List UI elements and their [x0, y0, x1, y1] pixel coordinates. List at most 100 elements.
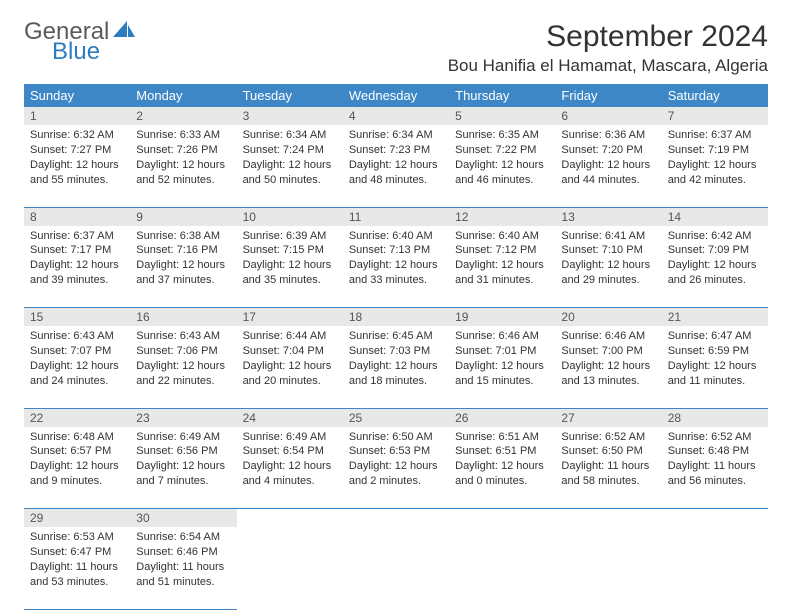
daylight-text: Daylight: 12 hours and 39 minutes.: [30, 258, 124, 288]
day-content: Sunrise: 6:54 AMSunset: 6:46 PMDaylight:…: [130, 527, 236, 595]
day-content: Sunrise: 6:52 AMSunset: 6:50 PMDaylight:…: [555, 427, 661, 495]
day-content-row: Sunrise: 6:48 AMSunset: 6:57 PMDaylight:…: [24, 427, 768, 509]
day-cell: Sunrise: 6:53 AMSunset: 6:47 PMDaylight:…: [24, 527, 130, 609]
sunset-text: Sunset: 7:00 PM: [561, 344, 655, 359]
day-content: Sunrise: 6:44 AMSunset: 7:04 PMDaylight:…: [237, 326, 343, 394]
day-content-row: Sunrise: 6:37 AMSunset: 7:17 PMDaylight:…: [24, 226, 768, 308]
sunset-text: Sunset: 7:20 PM: [561, 143, 655, 158]
day-content: Sunrise: 6:37 AMSunset: 7:17 PMDaylight:…: [24, 226, 130, 294]
location-subtitle: Bou Hanifia el Hamamat, Mascara, Algeria: [448, 56, 768, 76]
weekday-header: Sunday: [24, 84, 130, 107]
sunrise-text: Sunrise: 6:43 AM: [30, 329, 124, 344]
day-content: Sunrise: 6:34 AMSunset: 7:24 PMDaylight:…: [237, 125, 343, 193]
sunrise-text: Sunrise: 6:35 AM: [455, 128, 549, 143]
daylight-text: Daylight: 12 hours and 42 minutes.: [668, 158, 762, 188]
day-cell: Sunrise: 6:43 AMSunset: 7:07 PMDaylight:…: [24, 326, 130, 408]
month-title: September 2024: [448, 20, 768, 54]
day-content: Sunrise: 6:51 AMSunset: 6:51 PMDaylight:…: [449, 427, 555, 495]
day-cell: [449, 527, 555, 609]
day-cell: [662, 527, 768, 609]
sunrise-text: Sunrise: 6:44 AM: [243, 329, 337, 344]
day-number-cell: 3: [237, 107, 343, 125]
sunrise-text: Sunrise: 6:38 AM: [136, 229, 230, 244]
day-number-cell: 24: [237, 408, 343, 427]
sunrise-text: Sunrise: 6:47 AM: [668, 329, 762, 344]
sunset-text: Sunset: 7:13 PM: [349, 243, 443, 258]
sunrise-text: Sunrise: 6:34 AM: [349, 128, 443, 143]
sunset-text: Sunset: 7:26 PM: [136, 143, 230, 158]
day-number-row: 15161718192021: [24, 308, 768, 327]
day-content: Sunrise: 6:52 AMSunset: 6:48 PMDaylight:…: [662, 427, 768, 495]
sunset-text: Sunset: 7:15 PM: [243, 243, 337, 258]
day-content: Sunrise: 6:43 AMSunset: 7:06 PMDaylight:…: [130, 326, 236, 394]
daylight-text: Daylight: 11 hours and 51 minutes.: [136, 560, 230, 590]
sunset-text: Sunset: 7:16 PM: [136, 243, 230, 258]
day-cell: [343, 527, 449, 609]
day-number-row: 891011121314: [24, 207, 768, 226]
day-cell: Sunrise: 6:52 AMSunset: 6:48 PMDaylight:…: [662, 427, 768, 509]
sunset-text: Sunset: 6:51 PM: [455, 444, 549, 459]
calendar-body: 1234567Sunrise: 6:32 AMSunset: 7:27 PMDa…: [24, 107, 768, 609]
day-cell: Sunrise: 6:34 AMSunset: 7:24 PMDaylight:…: [237, 125, 343, 207]
day-cell: Sunrise: 6:51 AMSunset: 6:51 PMDaylight:…: [449, 427, 555, 509]
day-number-cell: 21: [662, 308, 768, 327]
sunset-text: Sunset: 6:54 PM: [243, 444, 337, 459]
day-number-cell: [662, 509, 768, 528]
day-cell: Sunrise: 6:49 AMSunset: 6:54 PMDaylight:…: [237, 427, 343, 509]
weekday-header: Tuesday: [237, 84, 343, 107]
sunset-text: Sunset: 6:57 PM: [30, 444, 124, 459]
page-header: General Blue September 2024 Bou Hanifia …: [24, 20, 768, 76]
sunset-text: Sunset: 6:56 PM: [136, 444, 230, 459]
day-number-cell: 20: [555, 308, 661, 327]
day-content: Sunrise: 6:50 AMSunset: 6:53 PMDaylight:…: [343, 427, 449, 495]
sunrise-text: Sunrise: 6:36 AM: [561, 128, 655, 143]
sunrise-text: Sunrise: 6:40 AM: [349, 229, 443, 244]
day-number-cell: 27: [555, 408, 661, 427]
day-number-cell: 12: [449, 207, 555, 226]
sunset-text: Sunset: 7:04 PM: [243, 344, 337, 359]
day-content: Sunrise: 6:33 AMSunset: 7:26 PMDaylight:…: [130, 125, 236, 193]
day-content: Sunrise: 6:37 AMSunset: 7:19 PMDaylight:…: [662, 125, 768, 193]
sunrise-text: Sunrise: 6:50 AM: [349, 430, 443, 445]
day-cell: Sunrise: 6:52 AMSunset: 6:50 PMDaylight:…: [555, 427, 661, 509]
sunset-text: Sunset: 6:48 PM: [668, 444, 762, 459]
day-content: Sunrise: 6:38 AMSunset: 7:16 PMDaylight:…: [130, 226, 236, 294]
weekday-header: Thursday: [449, 84, 555, 107]
sunset-text: Sunset: 6:53 PM: [349, 444, 443, 459]
sunrise-text: Sunrise: 6:51 AM: [455, 430, 549, 445]
day-content-row: Sunrise: 6:32 AMSunset: 7:27 PMDaylight:…: [24, 125, 768, 207]
day-content: Sunrise: 6:53 AMSunset: 6:47 PMDaylight:…: [24, 527, 130, 595]
daylight-text: Daylight: 12 hours and 44 minutes.: [561, 158, 655, 188]
day-cell: Sunrise: 6:50 AMSunset: 6:53 PMDaylight:…: [343, 427, 449, 509]
sunrise-text: Sunrise: 6:37 AM: [30, 229, 124, 244]
day-cell: Sunrise: 6:54 AMSunset: 6:46 PMDaylight:…: [130, 527, 236, 609]
day-number-cell: 17: [237, 308, 343, 327]
day-content: Sunrise: 6:36 AMSunset: 7:20 PMDaylight:…: [555, 125, 661, 193]
daylight-text: Daylight: 11 hours and 53 minutes.: [30, 560, 124, 590]
daylight-text: Daylight: 12 hours and 18 minutes.: [349, 359, 443, 389]
day-number-cell: 5: [449, 107, 555, 125]
day-cell: Sunrise: 6:47 AMSunset: 6:59 PMDaylight:…: [662, 326, 768, 408]
weekday-header-row: SundayMondayTuesdayWednesdayThursdayFrid…: [24, 84, 768, 107]
daylight-text: Daylight: 12 hours and 24 minutes.: [30, 359, 124, 389]
day-number-cell: 8: [24, 207, 130, 226]
sunrise-text: Sunrise: 6:41 AM: [561, 229, 655, 244]
day-cell: Sunrise: 6:40 AMSunset: 7:13 PMDaylight:…: [343, 226, 449, 308]
day-content: Sunrise: 6:39 AMSunset: 7:15 PMDaylight:…: [237, 226, 343, 294]
day-cell: Sunrise: 6:45 AMSunset: 7:03 PMDaylight:…: [343, 326, 449, 408]
daylight-text: Daylight: 12 hours and 22 minutes.: [136, 359, 230, 389]
day-cell: Sunrise: 6:41 AMSunset: 7:10 PMDaylight:…: [555, 226, 661, 308]
day-number-cell: 10: [237, 207, 343, 226]
day-number-row: 2930: [24, 509, 768, 528]
daylight-text: Daylight: 12 hours and 11 minutes.: [668, 359, 762, 389]
day-number-cell: 7: [662, 107, 768, 125]
sunrise-text: Sunrise: 6:46 AM: [561, 329, 655, 344]
day-number-cell: [555, 509, 661, 528]
day-content-row: Sunrise: 6:53 AMSunset: 6:47 PMDaylight:…: [24, 527, 768, 609]
day-cell: Sunrise: 6:39 AMSunset: 7:15 PMDaylight:…: [237, 226, 343, 308]
sunrise-text: Sunrise: 6:45 AM: [349, 329, 443, 344]
daylight-text: Daylight: 12 hours and 29 minutes.: [561, 258, 655, 288]
day-number-cell: 29: [24, 509, 130, 528]
daylight-text: Daylight: 12 hours and 37 minutes.: [136, 258, 230, 288]
sunset-text: Sunset: 7:17 PM: [30, 243, 124, 258]
